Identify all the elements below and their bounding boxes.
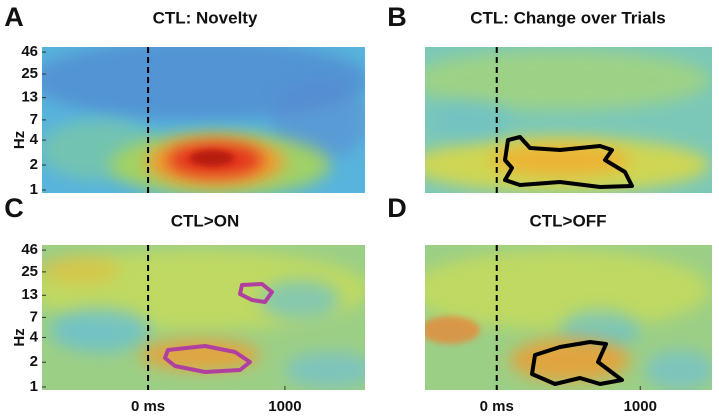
y-tick-label: 13 — [21, 286, 38, 303]
panel-letter: A — [4, 2, 24, 32]
panel-letter: B — [387, 2, 407, 32]
heat-blob — [510, 338, 630, 382]
y-axis-label: Hz — [11, 328, 28, 346]
significance-contour — [503, 135, 634, 189]
x-tick-label: 0 ms — [480, 398, 514, 415]
y-tick-label: 25 — [21, 263, 38, 280]
heatmap — [42, 245, 365, 390]
heat-blob — [260, 280, 340, 320]
heat-blob — [50, 308, 150, 352]
heat-blob — [190, 150, 234, 166]
significance-contour — [238, 282, 274, 304]
heat-blob — [42, 256, 120, 284]
y-tick-label: 46 — [21, 43, 38, 60]
panel-letter: C — [4, 193, 24, 223]
y-tick-label: 2 — [30, 156, 38, 173]
y-tick-label: 4 — [30, 328, 39, 345]
y-tick-label: 7 — [30, 308, 38, 325]
heat-blob — [490, 144, 630, 176]
panel: C CTL>ON Hz 1 2 4 7 13 25 46 0 ms 1000 — [4, 193, 365, 415]
y-tick-label: 1 — [30, 181, 38, 198]
heat-blob — [270, 80, 365, 160]
y-axis-label: Hz — [11, 131, 28, 149]
panel: A CTL: Novelty Hz 1 2 4 7 13 25 46 — [4, 2, 365, 198]
heat-blob — [425, 316, 480, 344]
y-tick-label: 4 — [30, 131, 39, 148]
panel-title: CTL: Change over Trials — [470, 8, 666, 27]
panel-title: CTL>OFF — [530, 211, 607, 230]
significance-contour — [163, 344, 252, 374]
panel-title: CTL>ON — [171, 211, 239, 230]
y-tick-label: 46 — [21, 241, 38, 258]
panel-title: CTL: Novelty — [153, 8, 258, 27]
panel: B CTL: Change over Trials — [387, 2, 712, 193]
heatmap — [42, 47, 365, 193]
heatmap — [425, 245, 712, 390]
heat-blob — [285, 352, 365, 388]
panel-letter: D — [387, 193, 407, 223]
heat-blob — [425, 50, 710, 110]
x-tick-label: 0 ms — [131, 398, 165, 415]
y-tick-label: 7 — [30, 111, 38, 128]
y-tick-label: 13 — [21, 89, 38, 106]
heatmap — [425, 47, 712, 193]
heat-blob — [430, 100, 510, 140]
y-tick-label: 25 — [21, 65, 38, 82]
heat-blob — [645, 350, 712, 390]
y-tick-label: 1 — [30, 378, 38, 395]
significance-contour — [530, 340, 624, 386]
x-tick-label: 1000 — [268, 398, 301, 415]
panel: D CTL>OFF 0 ms 1000 — [387, 193, 712, 415]
y-tick-label: 2 — [30, 353, 38, 370]
x-tick-label: 1000 — [624, 398, 657, 415]
